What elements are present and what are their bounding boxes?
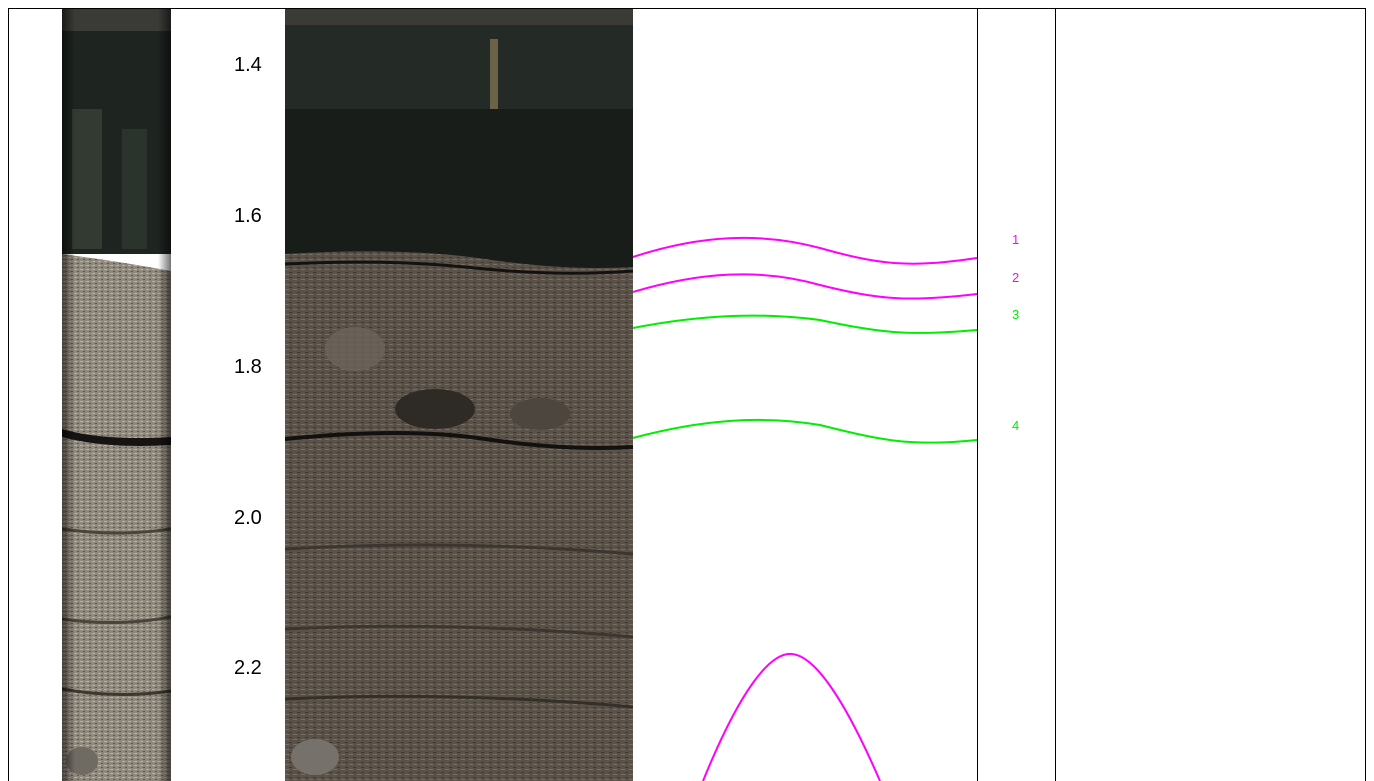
marker-label: 1 [1012, 232, 1020, 247]
column-divider [1055, 8, 1056, 781]
viewer-frame [8, 8, 1366, 781]
trace-1 [632, 236, 978, 265]
trace-3 [632, 314, 978, 334]
depth-label: 1.4 [234, 54, 262, 76]
depth-label: 2.0 [234, 507, 262, 529]
depth-label: 2.2 [234, 657, 262, 679]
depth-label: 1.6 [234, 205, 262, 227]
marker-label: 2 [1012, 270, 1020, 285]
trace-4 [632, 418, 978, 444]
core-image-left-svg [62, 9, 171, 781]
trace-5 [702, 652, 881, 781]
trace-2 [632, 273, 978, 300]
marker-label: 3 [1012, 307, 1020, 322]
depth-label: 1.8 [234, 356, 262, 378]
core-image-wide [285, 9, 633, 781]
marker-label: 4 [1012, 418, 1020, 433]
core-image-unrolled [62, 9, 171, 781]
core-image-wide-svg [285, 9, 633, 781]
column-divider [977, 8, 978, 781]
